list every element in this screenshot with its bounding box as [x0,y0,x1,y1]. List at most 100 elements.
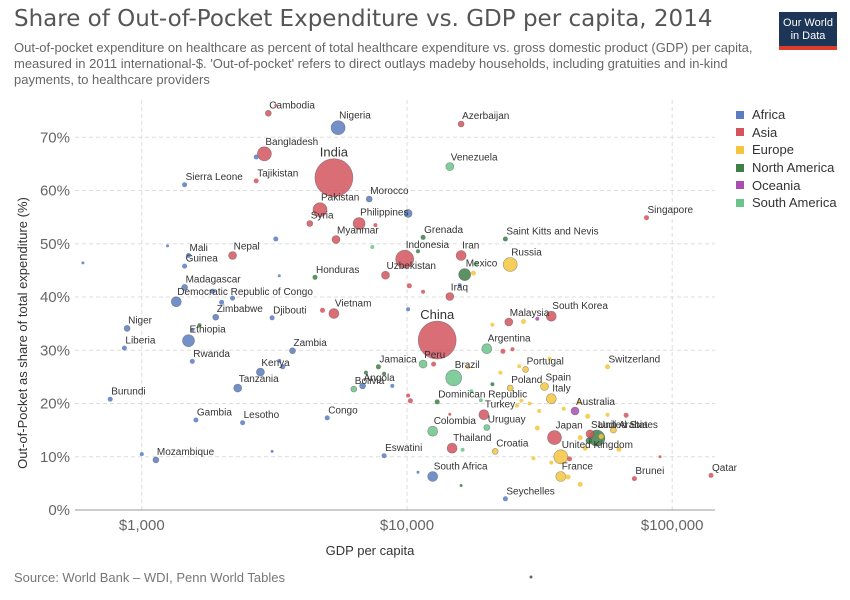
data-point[interactable] [407,398,413,404]
data-point[interactable] [457,120,465,128]
data-point[interactable] [531,456,536,461]
data-point[interactable] [483,424,491,431]
data-point[interactable] [230,295,236,301]
data-point[interactable] [545,310,557,322]
data-point[interactable] [519,398,524,403]
data-point[interactable] [598,434,604,439]
data-point[interactable] [264,110,272,117]
data-point[interactable] [274,103,278,107]
data-point[interactable] [577,435,583,441]
data-point[interactable] [470,270,476,276]
data-point[interactable] [256,367,265,377]
data-point[interactable] [403,209,413,218]
data-point[interactable] [193,417,199,423]
data-point[interactable] [331,235,341,244]
data-point[interactable] [427,425,439,437]
data-point[interactable] [228,251,237,260]
data-point[interactable] [610,426,617,434]
data-point[interactable] [273,236,279,242]
legend-item[interactable]: Oceania [736,176,837,194]
data-point[interactable] [328,308,340,319]
data-point[interactable] [197,323,202,328]
data-point[interactable] [324,415,330,421]
data-point[interactable] [277,274,281,278]
data-point[interactable] [363,370,368,375]
data-point[interactable] [381,453,387,459]
data-point[interactable] [352,217,366,230]
data-point[interactable] [521,319,526,324]
data-point[interactable] [547,430,562,445]
data-point[interactable] [446,442,458,454]
data-point[interactable] [458,268,472,281]
data-point[interactable] [535,316,540,321]
data-point[interactable] [616,446,622,452]
data-point[interactable] [498,370,503,375]
data-point[interactable] [280,364,286,370]
data-point[interactable] [466,365,471,370]
data-point[interactable] [152,456,160,464]
data-point[interactable] [522,366,529,373]
data-point[interactable] [320,307,325,313]
legend-item[interactable]: Asia [736,124,837,142]
data-point[interactable] [312,274,318,280]
legend-item[interactable]: South America [736,194,837,212]
data-point[interactable] [708,472,714,478]
data-point[interactable] [504,317,514,327]
data-point[interactable] [381,270,390,280]
data-point[interactable] [233,383,242,393]
data-point[interactable] [478,409,490,421]
data-point[interactable] [359,382,366,390]
data-point[interactable] [330,120,346,135]
data-point[interactable] [490,382,495,387]
data-point[interactable] [270,449,274,453]
data-point[interactable] [382,371,387,376]
data-point[interactable] [81,261,85,265]
data-point[interactable] [517,364,522,369]
data-point[interactable] [182,182,188,188]
data-point[interactable] [210,288,216,294]
data-point[interactable] [644,215,649,221]
data-point[interactable] [570,406,580,416]
data-point[interactable] [171,296,182,308]
data-point[interactable] [469,389,474,394]
data-point[interactable] [506,384,514,392]
data-point[interactable] [547,356,552,361]
data-point[interactable] [406,393,411,398]
data-point[interactable] [502,236,508,242]
data-point[interactable] [515,403,519,408]
data-point[interactable] [490,322,495,327]
data-point[interactable] [406,283,412,289]
data-point[interactable] [277,358,282,363]
data-point[interactable] [473,261,479,267]
data-point[interactable] [577,481,583,487]
data-point[interactable] [534,425,540,431]
legend-item[interactable]: Africa [736,106,837,124]
data-point[interactable] [549,460,554,465]
data-point[interactable] [561,406,566,411]
data-point[interactable] [390,383,395,388]
data-point[interactable] [567,456,572,462]
data-point[interactable] [182,334,195,348]
data-point[interactable] [502,257,518,272]
data-point[interactable] [365,195,373,203]
data-point[interactable] [537,409,542,413]
data-point[interactable] [289,347,296,355]
data-point[interactable] [576,400,581,405]
data-point[interactable] [240,420,246,426]
data-point[interactable] [190,328,195,332]
data-point[interactable] [139,452,144,457]
data-point[interactable] [375,364,381,370]
data-point[interactable] [585,437,593,445]
data-point[interactable] [186,253,191,258]
data-point[interactable] [421,289,426,294]
data-point[interactable] [500,348,506,354]
data-point[interactable] [582,445,588,451]
data-point[interactable] [434,399,440,405]
data-point[interactable] [455,250,467,261]
data-point[interactable] [350,385,358,393]
data-point[interactable] [445,292,455,301]
data-point[interactable] [427,471,439,482]
data-point[interactable] [460,447,465,452]
data-point[interactable] [555,471,567,482]
data-point[interactable] [658,455,662,459]
